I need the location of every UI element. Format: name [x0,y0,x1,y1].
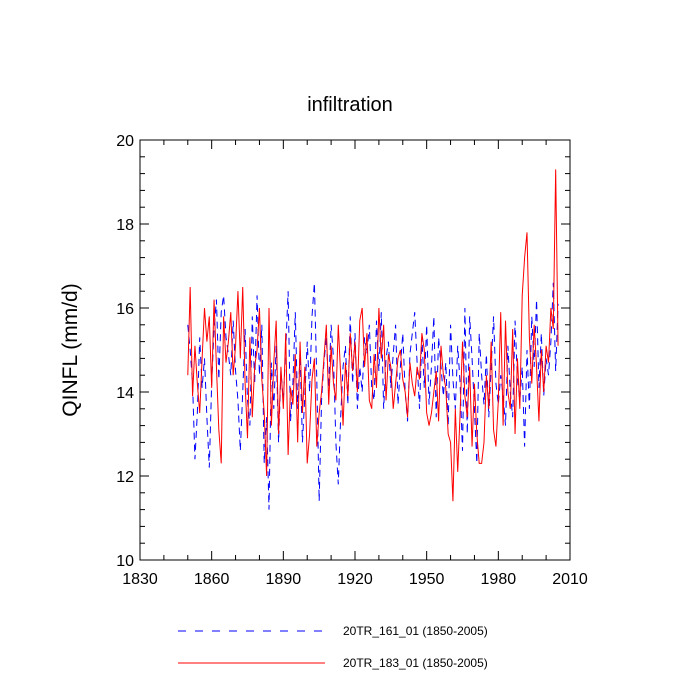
chart-title: infiltration [307,94,393,116]
y-tick-label: 10 [116,553,134,570]
series-layer [187,169,559,510]
y-tick-label: 20 [116,133,134,150]
x-tick-label: 1890 [266,571,302,588]
x-tick-label: 1920 [337,571,373,588]
legend: 20TR_161_01 (1850-2005) 20TR_183_01 (1850… [178,624,488,670]
x-tick-label: 1830 [122,571,158,588]
y-tick-label: 12 [116,469,134,486]
series-line-2 [187,169,559,502]
y-tick-label: 14 [116,385,134,402]
legend-label-2: 20TR_183_01 (1850-2005) [343,656,488,670]
legend-label-1: 20TR_161_01 (1850-2005) [343,624,488,638]
x-tick-label: 1980 [481,571,517,588]
x-tick-label: 2010 [552,571,588,588]
y-tick-label: 16 [116,301,134,318]
y-axis-label: QINFL (mm/d) [59,283,82,416]
y-tick-label: 18 [116,217,134,234]
series-line-1 [187,282,559,510]
x-tick-label: 1950 [409,571,445,588]
x-tick-label: 1860 [194,571,230,588]
